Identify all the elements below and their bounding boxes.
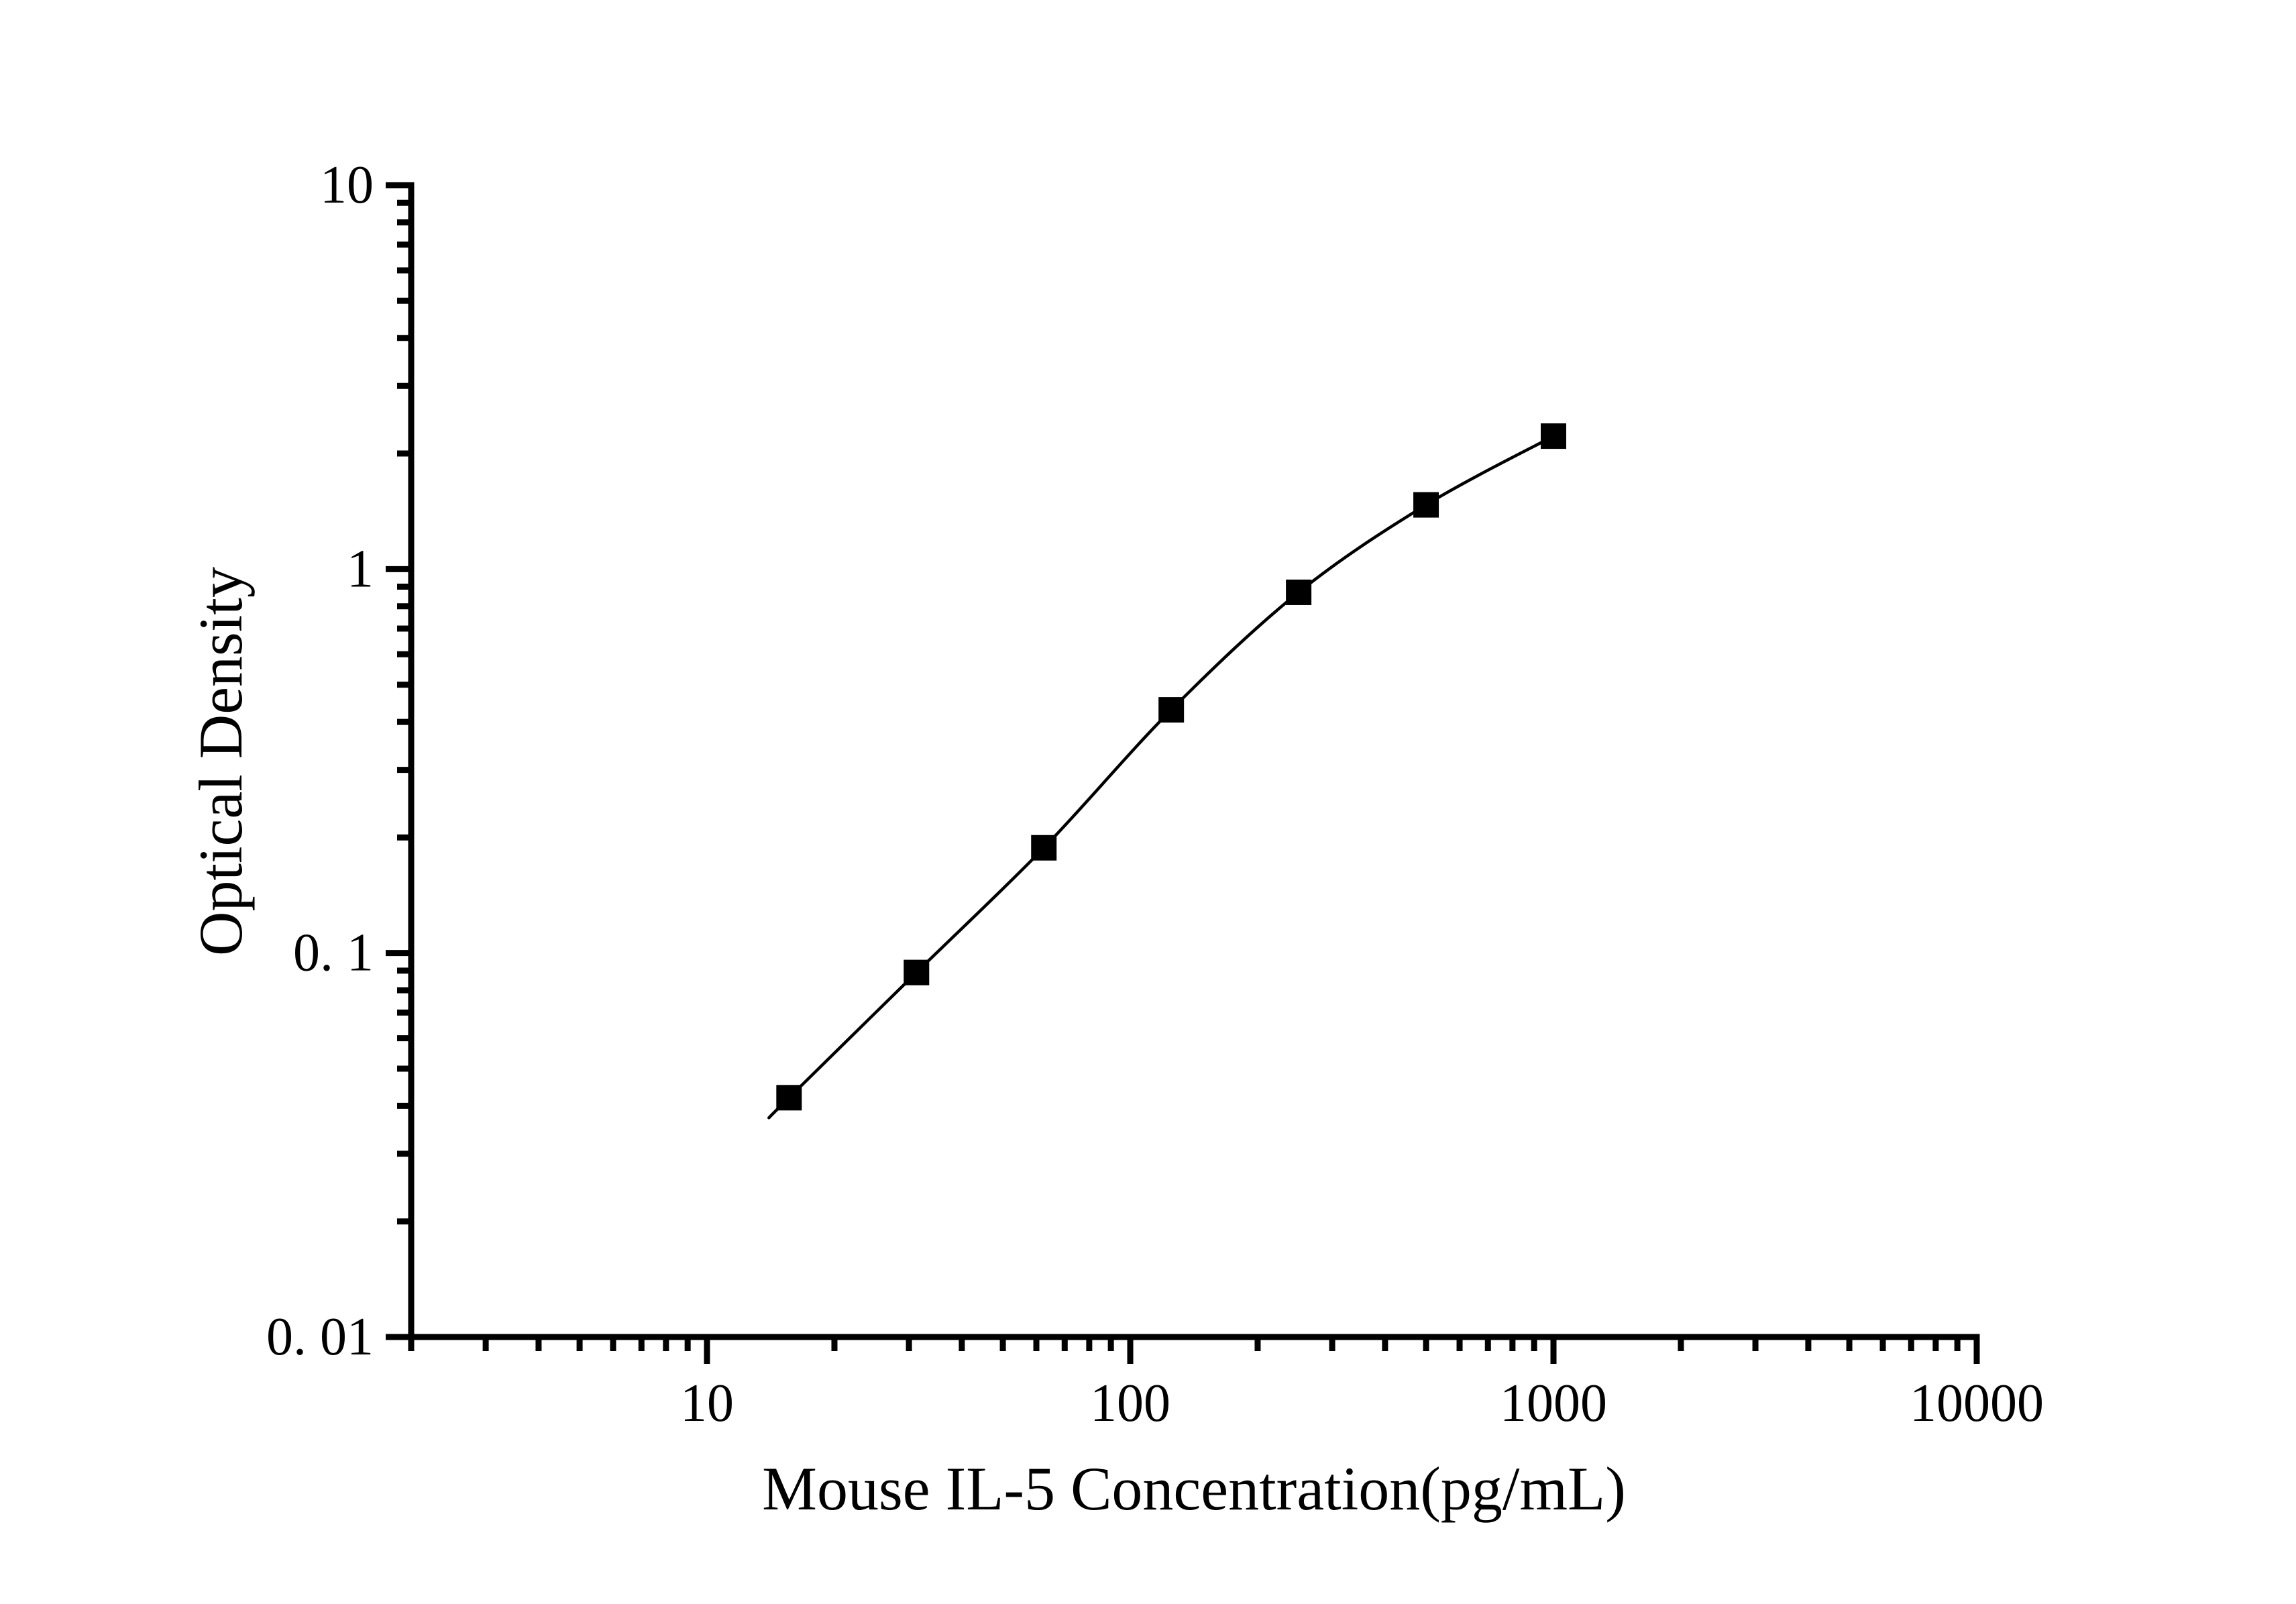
standard-curve-line (767, 434, 1555, 1120)
data-point-marker (1031, 835, 1057, 861)
axes-layer (386, 182, 1980, 1364)
y-tick-label: 10 (320, 156, 374, 215)
data-point-marker (1158, 697, 1185, 723)
y-tick-label: 0. 01 (266, 1307, 374, 1367)
data-point-marker (1286, 579, 1312, 605)
x-tick-label: 10 (680, 1374, 734, 1433)
x-axis-title: Mouse IL-5 Concentration(pg/mL) (762, 1454, 1626, 1523)
data-point-marker (776, 1085, 802, 1111)
curve-layer (767, 434, 1555, 1120)
y-axis-title: Optical Density (186, 567, 255, 956)
y-tick-label: 1 (347, 539, 374, 598)
marker-layer (776, 423, 1567, 1111)
x-tick-label: 10000 (1910, 1374, 2044, 1433)
data-point-marker (904, 959, 930, 985)
x-tick-label: 1000 (1500, 1374, 1607, 1433)
data-point-marker (1541, 423, 1567, 449)
y-tick-label: 0. 1 (293, 924, 374, 983)
x-tick-label: 100 (1090, 1374, 1170, 1433)
tick-label-layer: 10 100 1000 10000 10 1 0. 1 0. 01 (266, 156, 2044, 1433)
data-point-marker (1413, 492, 1439, 518)
